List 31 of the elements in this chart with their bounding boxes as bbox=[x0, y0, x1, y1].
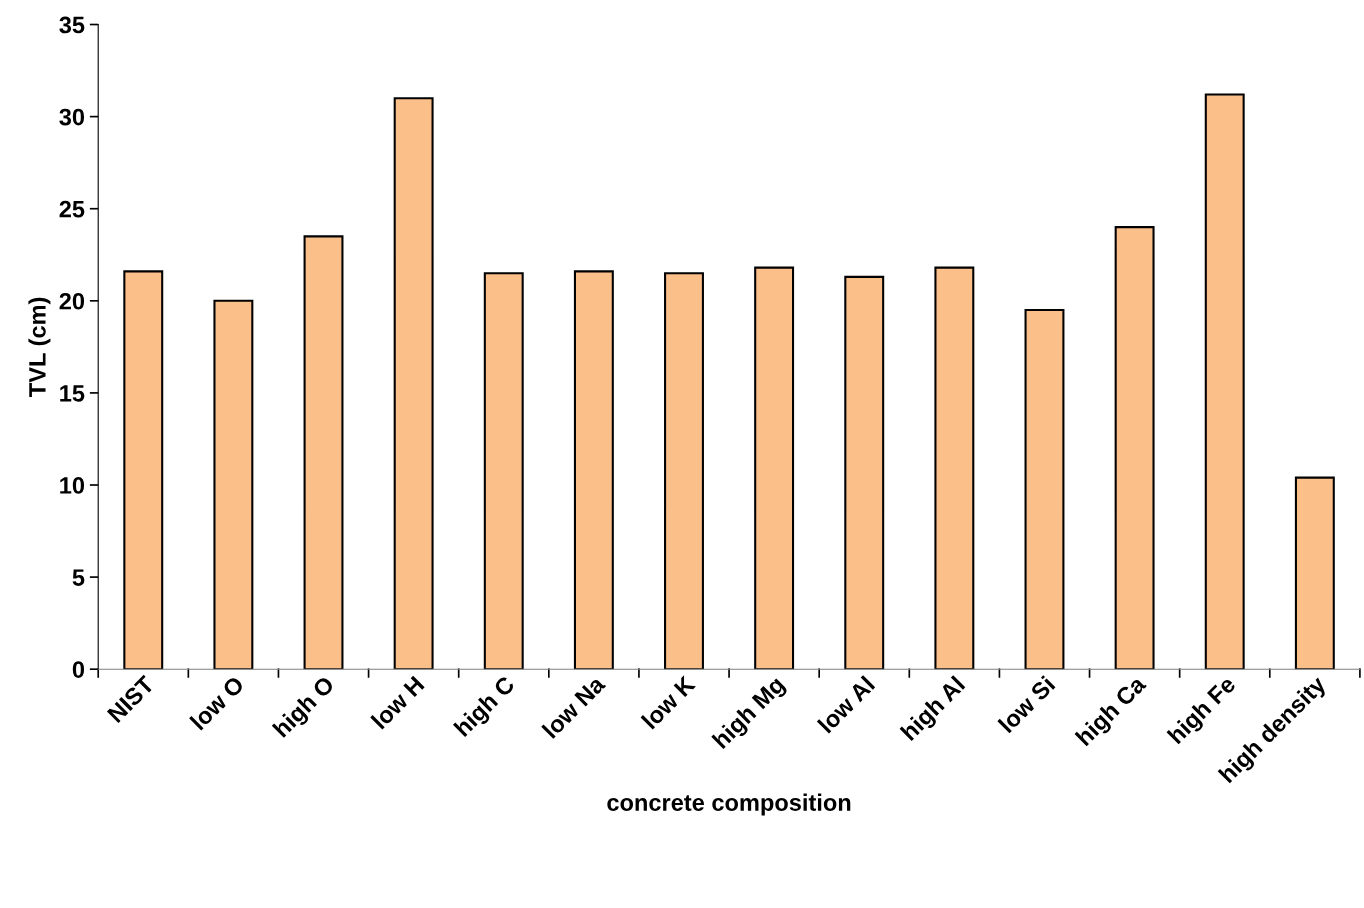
bar bbox=[483, 272, 524, 670]
y-tick-label: 15 bbox=[60, 385, 85, 402]
x-tick-label: high Fe bbox=[1166, 674, 1240, 748]
bar bbox=[303, 235, 344, 670]
y-tick-label: 30 bbox=[59, 108, 85, 126]
y-tick-label: 20 bbox=[59, 292, 85, 310]
bar bbox=[213, 299, 254, 670]
bar bbox=[1024, 308, 1065, 670]
y-tick-label: 10 bbox=[60, 477, 85, 494]
bar bbox=[123, 270, 164, 670]
x-tick-label: low Al bbox=[816, 675, 876, 734]
y-tick-label: 5 bbox=[72, 569, 85, 586]
y-tick-label: 0 bbox=[72, 661, 85, 678]
bar bbox=[754, 266, 795, 670]
bar bbox=[1294, 476, 1335, 670]
bar bbox=[1114, 226, 1155, 670]
bar bbox=[573, 270, 614, 670]
x-tick-label: low O bbox=[189, 674, 245, 731]
bar bbox=[393, 97, 434, 670]
y-tick-label: 25 bbox=[59, 200, 85, 218]
bar bbox=[934, 266, 975, 670]
y-axis-title: TVL (cm) bbox=[28, 297, 51, 397]
x-tick-label: low Si bbox=[997, 675, 1056, 734]
x-axis-title: concrete composition bbox=[607, 793, 851, 816]
x-tick-label: low Na bbox=[541, 673, 607, 739]
bar bbox=[844, 275, 885, 670]
bar bbox=[1204, 93, 1245, 670]
y-tick-label: 35 bbox=[59, 16, 85, 34]
bar bbox=[664, 272, 704, 670]
x-tick-label: low H bbox=[370, 675, 425, 730]
x-tick-label: low K bbox=[640, 674, 697, 730]
